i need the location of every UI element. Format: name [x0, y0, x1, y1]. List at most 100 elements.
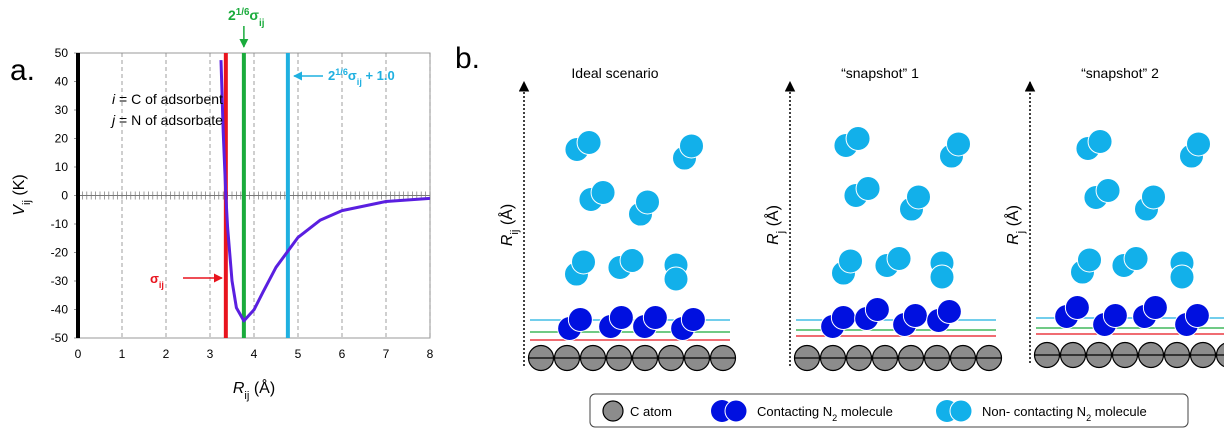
text-part: R — [765, 233, 782, 245]
y-tick-label: 20 — [55, 132, 69, 146]
annotation: σij — [150, 271, 164, 290]
text-part: = N of adsorbate — [115, 112, 223, 128]
text-part: 2 — [328, 68, 335, 83]
text-part: (Å) — [1003, 205, 1022, 231]
contacting-molecule — [1185, 304, 1209, 328]
x-tick-label: 1 — [119, 347, 126, 361]
figure: a. 0 1 2 3 4 5 6 7 8 -50 -40 -30 -20 -10 0 10 20 30 40 50 i =… — [0, 0, 1224, 431]
non-contacting-molecule — [839, 249, 863, 273]
text-part: Non- contacting N — [982, 404, 1086, 419]
contacting-molecule — [681, 308, 705, 332]
y-tick-label: -30 — [51, 274, 69, 288]
non-contacting-molecule — [636, 190, 660, 214]
contacting-molecule — [1143, 296, 1167, 320]
non-contacting-molecule — [1142, 185, 1166, 209]
non-contacting-molecule — [1078, 248, 1102, 272]
text-part: (Å) — [763, 205, 782, 231]
scenario-title: “snapshot” 1 — [841, 65, 919, 81]
non-contacting-molecule — [572, 250, 596, 274]
curve — [221, 60, 430, 321]
x-tick-label: 6 — [339, 347, 346, 361]
non-contacting-molecule — [680, 134, 704, 158]
annotation: 21/6σij + 1.0 — [328, 67, 395, 87]
legend-swatch — [603, 401, 623, 421]
y-tick-label: -40 — [51, 303, 69, 317]
text-part: R — [1005, 233, 1022, 245]
x-tick-label: 2 — [163, 347, 170, 361]
non-contacting-molecule — [930, 265, 954, 289]
text-part: 1/6 — [236, 7, 250, 18]
x-tick-label: 5 — [295, 347, 302, 361]
text-part: C atom — [630, 404, 672, 419]
y-tick-label: -50 — [51, 331, 69, 345]
non-contacting-molecule — [947, 132, 971, 156]
contacting-molecule — [609, 306, 633, 330]
panel-label: b. — [455, 42, 480, 75]
legend-label: C atom — [630, 404, 672, 419]
non-contacting-molecule — [1187, 132, 1211, 156]
text-part: molecule — [1091, 404, 1147, 419]
contacting-molecule — [865, 298, 889, 322]
text-part: R — [499, 234, 516, 246]
text-part: (K) — [11, 174, 28, 200]
x-tick-label: 8 — [427, 347, 434, 361]
non-contacting-molecule — [577, 131, 601, 155]
y-tick-label: 10 — [55, 160, 69, 174]
contacting-molecule — [1103, 304, 1127, 328]
non-contacting-molecule — [664, 267, 688, 291]
x-tick-label: 3 — [207, 347, 214, 361]
contacting-molecule — [903, 304, 927, 328]
x-axis-label: Rij (Å) — [233, 378, 275, 402]
legend-swatch — [725, 400, 747, 422]
non-contacting-molecule — [620, 249, 644, 273]
contacting-molecule — [568, 308, 592, 332]
x-tick-label: 0 — [75, 347, 82, 361]
text-part: ij — [259, 18, 265, 29]
scenario-title: “snapshot” 2 — [1081, 65, 1159, 81]
non-contacting-molecule — [1124, 247, 1148, 271]
text-part: 2 — [228, 7, 236, 23]
non-contacting-molecule — [907, 185, 931, 209]
non-contacting-molecule — [856, 177, 880, 201]
text-part: σ — [348, 68, 357, 83]
text-part: (Å) — [497, 204, 516, 230]
y-tick-label: 40 — [55, 75, 69, 89]
x-tick-label: 4 — [251, 347, 258, 361]
annotation: 21/6σij — [228, 7, 265, 29]
non-contacting-molecule — [846, 127, 870, 151]
y-tick-label: 0 — [61, 189, 68, 203]
non-contacting-molecule — [887, 247, 911, 271]
y-tick-label: -20 — [51, 246, 69, 260]
text-part: (Å) — [249, 378, 275, 397]
y-tick-label: 50 — [55, 46, 69, 60]
y-tick-label: -10 — [51, 217, 69, 231]
non-contacting-molecule — [1088, 130, 1112, 154]
axis-label: Rj (Å) — [1003, 205, 1027, 245]
text-part: Contacting N — [757, 404, 832, 419]
contacting-molecule — [831, 306, 855, 330]
text-part: molecule — [837, 404, 893, 419]
x-tick-label: 7 — [383, 347, 390, 361]
non-contacting-molecule — [591, 181, 615, 205]
text-part: ij — [159, 280, 164, 290]
non-contacting-molecule — [1170, 265, 1194, 289]
text-part: + 1.0 — [362, 68, 395, 83]
text-part: σ — [150, 271, 159, 286]
text-part: 1/6 — [335, 67, 348, 77]
axis-label: Rj (Å) — [763, 205, 787, 245]
panel-label: a. — [10, 54, 35, 87]
note: j = N of adsorbate — [110, 112, 223, 128]
contacting-molecule — [1065, 296, 1089, 320]
text-part: σ — [249, 7, 259, 23]
contacting-molecule — [937, 300, 961, 324]
text-part: = C of adsorbent — [115, 91, 223, 107]
scenario-title: Ideal scenario — [571, 65, 658, 81]
non-contacting-molecule — [1096, 179, 1120, 203]
y-tick-label: 30 — [55, 103, 69, 117]
text-part: R — [233, 380, 245, 397]
y-axis-label: Vij (K) — [11, 174, 33, 215]
legend-swatch — [950, 400, 972, 422]
contacting-molecule — [643, 306, 667, 330]
axis-label: Rij (Å) — [497, 204, 521, 246]
note: i = C of adsorbent — [112, 91, 223, 107]
